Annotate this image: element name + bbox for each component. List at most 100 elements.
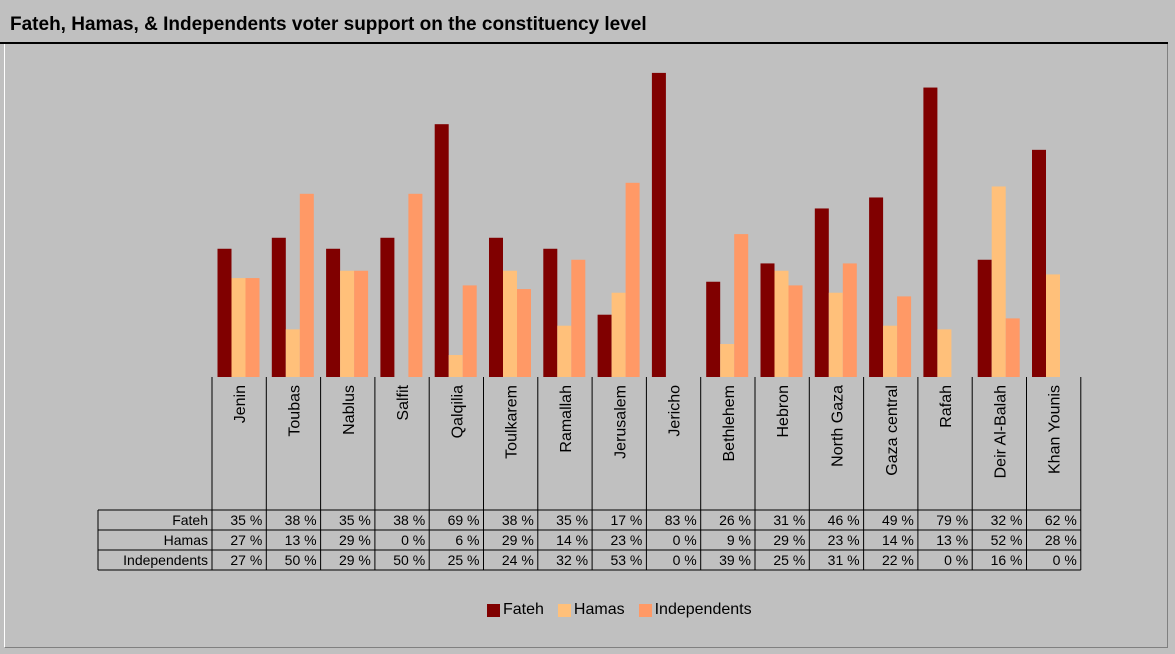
data-label: 23 % [828, 532, 860, 548]
data-label: 53 % [610, 552, 642, 568]
bar-fateh-deir-al-balah [977, 259, 992, 377]
bar-hamas-deir-al-balah [991, 186, 1006, 377]
data-label: 69 % [448, 512, 480, 528]
data-label: 35 % [339, 512, 371, 528]
data-label: 0 % [944, 552, 968, 568]
data-label: 62 % [1045, 512, 1077, 528]
data-label: 25 % [448, 552, 480, 568]
data-label: 14 % [556, 532, 588, 548]
bar-fateh-gaza-central [869, 197, 884, 377]
bar-hamas-gaza-central [883, 325, 898, 377]
bar-fateh-toubas [271, 237, 286, 377]
bar-hamas-qalqilia [448, 355, 463, 377]
bar-fateh-jerusalem [597, 314, 612, 377]
legend-item-independents: Independents [638, 601, 752, 619]
chart-title: Fateh, Hamas, & Independents voter suppo… [10, 14, 647, 35]
data-label: 35 % [230, 512, 262, 528]
data-label: 29 % [773, 532, 805, 548]
bar-independents-north-gaza [842, 263, 857, 377]
data-label: 6 % [455, 532, 479, 548]
bar-fateh-salfit [380, 237, 395, 377]
category-label: Jenin [232, 385, 249, 423]
table-row-header: Hamas [164, 532, 208, 548]
data-label: 0 % [673, 552, 697, 568]
data-label: 14 % [882, 532, 914, 548]
legend-swatch-independents [638, 603, 652, 617]
bar-hamas-jerusalem [611, 292, 626, 377]
bar-hamas-hebron [774, 270, 789, 377]
bar-independents-nablus [354, 270, 369, 377]
bar-hamas-ramallah [557, 325, 572, 377]
bar-independents-ramallah [571, 259, 586, 377]
data-label: 23 % [610, 532, 642, 548]
data-label: 31 % [773, 512, 805, 528]
data-label: 83 % [665, 512, 697, 528]
bar-fateh-qalqilia [434, 124, 449, 377]
data-label: 31 % [828, 552, 860, 568]
data-label: 32 % [556, 552, 588, 568]
bar-independents-salfit [408, 193, 423, 377]
bar-fateh-bethlehem [706, 281, 721, 377]
bar-hamas-toulkarem [503, 270, 517, 377]
data-label: 39 % [719, 552, 751, 568]
legend-item-fateh: Fateh [487, 601, 544, 619]
bar-fateh-khan-younis [1032, 149, 1046, 377]
category-label: Hebron [775, 385, 792, 437]
data-label: 46 % [828, 512, 860, 528]
data-label: 79 % [936, 512, 968, 528]
data-label: 24 % [502, 552, 534, 568]
bar-fateh-toulkarem [489, 237, 503, 377]
category-label: Salfit [395, 384, 412, 420]
category-label: Jericho [667, 385, 684, 437]
data-label: 26 % [719, 512, 751, 528]
bar-fateh-ramallah [543, 248, 558, 377]
bar-hamas-nablus [340, 270, 355, 377]
category-label: North Gaza [829, 385, 846, 467]
bar-independents-qalqilia [462, 285, 477, 377]
data-label: 38 % [285, 512, 317, 528]
bar-hamas-bethlehem [720, 344, 735, 377]
legend-swatch-fateh [487, 603, 500, 617]
bar-hamas-jenin [231, 278, 246, 377]
data-label: 29 % [339, 552, 371, 568]
bar-hamas-rafah [937, 329, 952, 377]
legend-label-independents: Independents [654, 601, 752, 618]
data-label: 0 % [401, 532, 425, 548]
bar-independents-jerusalem [625, 182, 640, 377]
title-rule [0, 42, 1168, 44]
data-label: 50 % [393, 552, 425, 568]
category-label: Deir Al-Balah [992, 385, 1009, 478]
data-label: 9 % [727, 532, 751, 548]
bar-hamas-toubas [285, 329, 300, 377]
bar-fateh-hebron [760, 263, 775, 377]
legend-swatch-hamas [557, 603, 571, 617]
category-label: Bethlehem [721, 385, 738, 462]
category-label: Nablus [341, 385, 358, 435]
bar-fateh-jenin [217, 248, 232, 377]
bar-independents-toulkarem [517, 289, 531, 377]
data-label: 49 % [882, 512, 914, 528]
category-label: Toubas [286, 385, 303, 437]
data-label: 27 % [230, 532, 262, 548]
bar-independents-gaza-central [897, 296, 912, 377]
data-label: 38 % [502, 512, 534, 528]
data-label: 52 % [991, 532, 1023, 548]
data-label: 16 % [991, 552, 1023, 568]
chart-frame [4, 44, 1168, 648]
legend-label-fateh: Fateh [503, 601, 544, 618]
data-label: 28 % [1045, 532, 1077, 548]
bar-independents-deir-al-balah [1005, 318, 1020, 377]
legend-item-hamas: Hamas [557, 601, 625, 619]
bar-hamas-khan-younis [1046, 274, 1060, 377]
bar-fateh-jericho [651, 72, 666, 378]
bar-fateh-north-gaza [814, 208, 829, 377]
data-label: 27 % [230, 552, 262, 568]
data-label: 17 % [610, 512, 642, 528]
legend: Fateh Hamas Independents [487, 601, 766, 619]
category-label: Khan Younis [1047, 385, 1064, 474]
data-label: 32 % [991, 512, 1023, 528]
bar-independents-bethlehem [734, 234, 749, 377]
data-label: 35 % [556, 512, 588, 528]
data-label: 38 % [393, 512, 425, 528]
